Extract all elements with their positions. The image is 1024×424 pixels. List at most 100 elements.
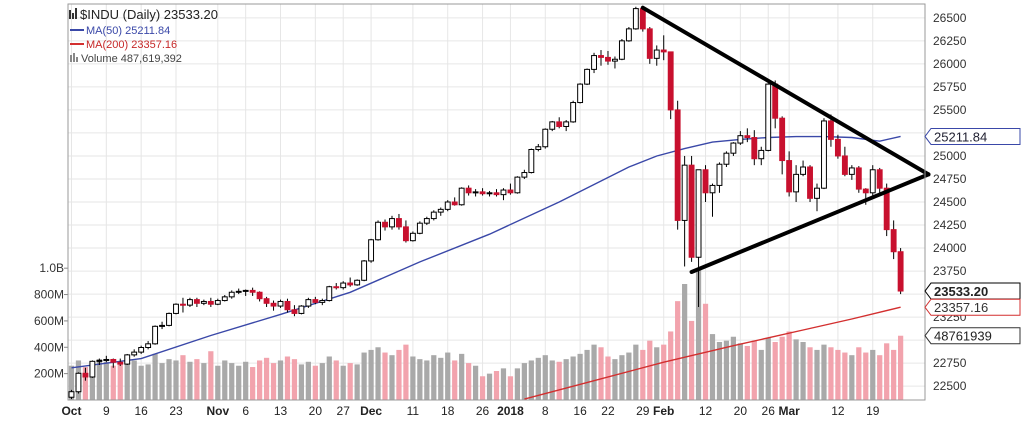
volume-bar <box>626 352 632 400</box>
volume-bar <box>438 357 444 400</box>
volume-bar <box>96 359 102 400</box>
volume-bar <box>856 347 862 400</box>
candle-body <box>667 51 674 111</box>
time-tick-label: 27 <box>337 404 351 418</box>
volume-tick-label: 200M <box>34 367 64 381</box>
volume-bar <box>312 365 318 400</box>
candle-body <box>486 192 493 195</box>
candle-body <box>855 167 862 190</box>
volume-bar <box>807 347 813 400</box>
price-tag-label: 23533.20 <box>934 284 988 299</box>
candlesticks <box>68 6 904 400</box>
candle-body <box>430 211 437 220</box>
volume-bar <box>326 356 332 400</box>
candle-body <box>284 300 291 311</box>
volume-bar <box>396 349 402 400</box>
volume-bar <box>835 349 841 400</box>
volume-bar <box>821 344 827 400</box>
volume-bar <box>445 352 451 400</box>
candle-body <box>180 303 186 306</box>
volume-bar <box>758 349 764 400</box>
trendline-upper <box>640 5 931 177</box>
volume-bar <box>208 351 214 400</box>
volume-bar <box>563 359 569 400</box>
volume-bar <box>236 365 242 400</box>
volume-bar <box>82 367 89 400</box>
candle-body <box>800 166 807 175</box>
volume-bar <box>166 359 172 400</box>
price-tick-label: 22750 <box>933 356 967 370</box>
volume-tick-label: 400M <box>34 340 64 354</box>
price-tick-label: 26500 <box>933 11 967 25</box>
volume-bar <box>612 359 618 400</box>
candle-body <box>702 169 709 194</box>
volume-bar <box>215 365 221 400</box>
volume-tick-label: 1.0B <box>39 261 64 275</box>
volume-bar <box>382 352 388 400</box>
volume-bar <box>591 344 597 400</box>
volume-bar <box>410 356 416 400</box>
candle-body <box>103 358 110 361</box>
candle-body <box>821 120 827 189</box>
candle-body <box>444 201 451 210</box>
volume-bar <box>354 364 360 400</box>
candle-body <box>207 300 214 305</box>
candle-body <box>312 299 319 303</box>
volume-bar <box>263 357 270 400</box>
volume-bar <box>145 364 151 400</box>
volume-bar <box>570 356 576 400</box>
volume-bar <box>772 342 778 400</box>
candle-body <box>138 347 145 353</box>
candle-body <box>68 391 75 398</box>
candle-body <box>653 49 660 59</box>
candle-body <box>646 28 653 59</box>
volume-tag-box <box>924 327 1021 345</box>
volume-bar <box>535 357 541 400</box>
candle-body <box>354 279 361 286</box>
candle-body <box>298 305 305 314</box>
candle-body <box>883 187 890 231</box>
candle-body <box>674 109 681 221</box>
candle-body <box>402 226 409 242</box>
volume-tick-label: 800M <box>34 288 64 302</box>
volume-bar <box>375 347 381 400</box>
candle-body <box>249 289 256 293</box>
candle-body <box>124 354 131 365</box>
time-tick-label: 16 <box>573 404 587 418</box>
volume-bar <box>138 365 144 400</box>
price-tag-box <box>924 282 1021 300</box>
candle-body <box>458 187 465 206</box>
candle-body <box>200 300 207 304</box>
candle-body <box>152 325 159 345</box>
volume-bar <box>786 331 792 400</box>
volume-bar <box>117 364 123 400</box>
candle-body <box>535 146 542 151</box>
volume-bar <box>291 359 298 400</box>
candle-body <box>221 296 228 302</box>
candle-body <box>730 142 737 154</box>
time-tick-label: 8 <box>542 404 549 418</box>
candle-body <box>242 289 249 292</box>
volume-bar <box>682 284 688 400</box>
candle-body <box>660 49 667 53</box>
time-tick-label: Dec <box>360 404 382 418</box>
candle-body <box>131 351 138 356</box>
candle-body <box>779 117 786 162</box>
candle-body <box>542 128 549 148</box>
candle-body <box>166 312 172 326</box>
volume-bar <box>542 355 548 400</box>
volume-bar <box>633 344 639 400</box>
candle-body <box>214 300 221 305</box>
candle-body <box>451 201 458 206</box>
candle-body <box>570 102 577 123</box>
candle-body <box>472 191 479 194</box>
candle-body <box>869 169 876 194</box>
volume-bar <box>737 343 743 400</box>
candle-body <box>723 152 730 165</box>
volume-bar <box>605 356 611 400</box>
time-tick-label: 26 <box>476 404 490 418</box>
volume-bar <box>744 345 750 400</box>
legend: $INDU (Daily) 23533.20 MA(50) 25211.84 M… <box>69 7 218 65</box>
